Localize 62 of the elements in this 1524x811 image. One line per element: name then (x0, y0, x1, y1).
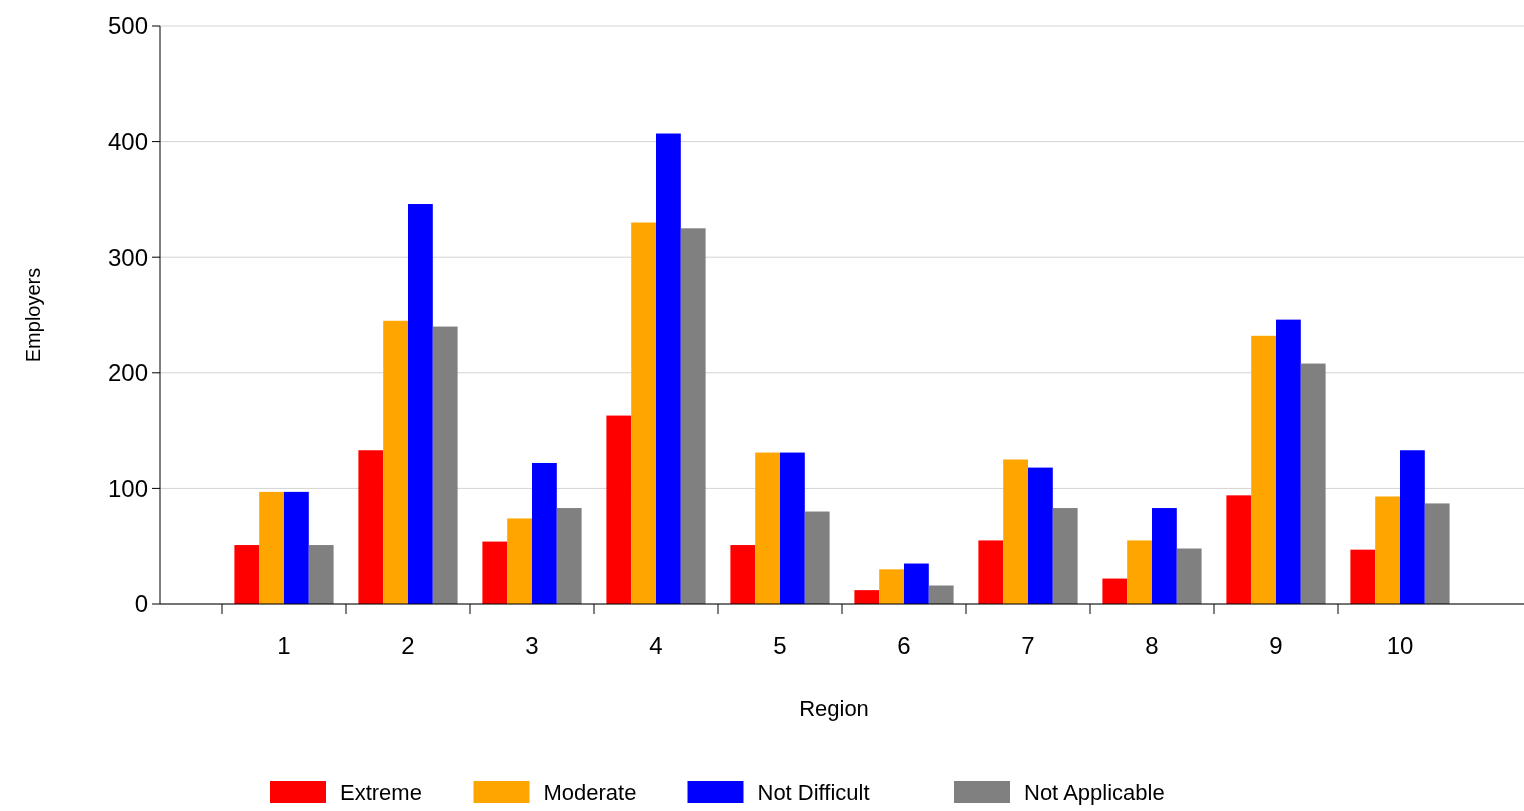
y-tick-label: 500 (107, 12, 148, 40)
bar (1028, 467, 1053, 604)
legend-label: Not Applicable (1024, 779, 1165, 805)
bar (1276, 319, 1301, 604)
y-tick-label: 300 (107, 243, 148, 271)
bar (383, 320, 408, 604)
y-tick-label: 200 (107, 359, 148, 387)
bar (507, 518, 532, 604)
bar (1251, 335, 1276, 604)
x-tick-label: 9 (1269, 632, 1283, 659)
y-tick-label: 400 (107, 128, 148, 155)
bar (1127, 540, 1152, 604)
bar (556, 508, 582, 604)
x-tick-label: 2 (401, 632, 415, 659)
bar (755, 452, 780, 604)
y-tick-label: 100 (107, 474, 148, 502)
bar (1152, 508, 1177, 604)
x-tick-label: 3 (525, 632, 539, 659)
bar (358, 450, 384, 604)
bar (432, 326, 458, 604)
bar (234, 545, 260, 604)
y-axis-title: Employers (22, 267, 44, 363)
x-tick-label: 5 (773, 632, 787, 659)
bar (1300, 363, 1326, 604)
bar (1226, 495, 1252, 604)
bar (780, 452, 805, 604)
x-axis-title: Region (799, 696, 869, 721)
x-tick-label: 8 (1145, 632, 1159, 659)
bar (408, 204, 433, 604)
legend-label: Not Difficult (757, 779, 870, 805)
bar (482, 541, 508, 604)
bar (308, 545, 334, 604)
bar (656, 133, 681, 604)
x-tick-label: 1 (277, 632, 291, 659)
bar (1102, 578, 1128, 604)
bar (1350, 549, 1376, 604)
bar (1003, 459, 1028, 604)
x-tick-label: 6 (897, 632, 911, 659)
x-tick-label: 10 (1386, 632, 1414, 659)
bar (854, 590, 880, 604)
bar (284, 491, 309, 604)
bar (1052, 508, 1078, 604)
bar (606, 415, 632, 604)
bar (879, 569, 904, 604)
x-tick-label: 7 (1021, 632, 1035, 659)
legend-label: Moderate (543, 779, 637, 805)
bar (259, 491, 284, 604)
legend-label: Extreme (340, 779, 422, 805)
bar (532, 462, 557, 604)
bar (1424, 503, 1450, 604)
x-tick-label: 4 (649, 632, 663, 659)
bar (680, 228, 706, 604)
bar (1176, 548, 1202, 604)
bar (631, 222, 656, 604)
bar (804, 511, 830, 604)
bar (928, 585, 954, 604)
bar (978, 540, 1004, 604)
bar (904, 563, 929, 604)
bar (1375, 496, 1400, 604)
bar (1400, 450, 1425, 604)
bar (730, 545, 756, 604)
y-tick-label: 0 (134, 590, 148, 618)
